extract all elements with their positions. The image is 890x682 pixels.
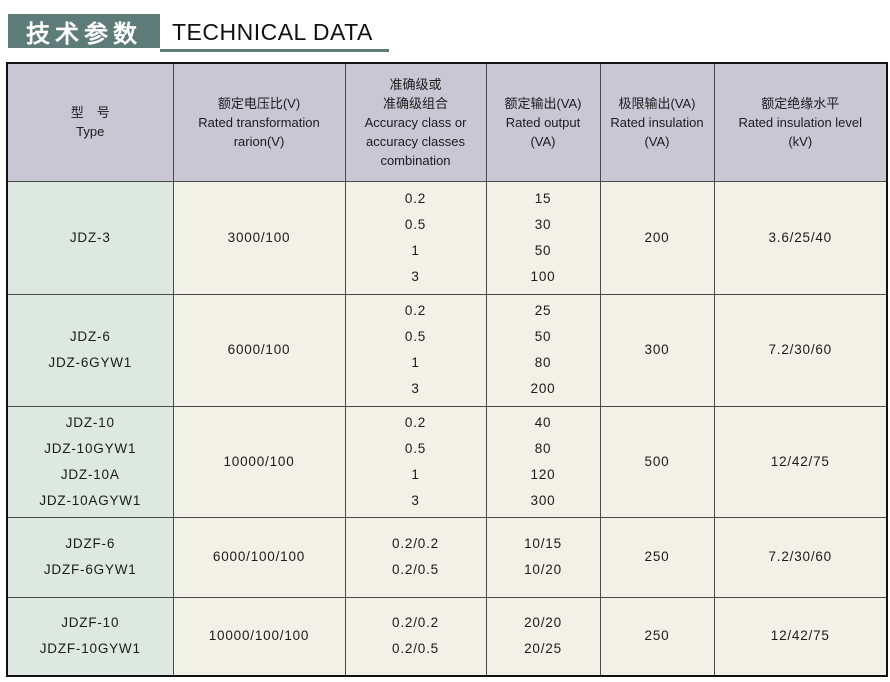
col-header-rated-output: 额定输出(VA) Rated output (VA) <box>485 62 601 182</box>
cell-rated-output: 15 30 50 100 <box>485 180 601 295</box>
table-header-row: 型 号 Type 额定电压比(V) Rated transformation r… <box>6 62 888 182</box>
col-header-accuracy-class: 准确级或 准确级组合 Accuracy class or accuracy cl… <box>344 62 487 182</box>
cell-voltage-ratio: 6000/100/100 <box>172 516 346 598</box>
technical-data-table: 型 号 Type 额定电压比(V) Rated transformation r… <box>6 62 888 677</box>
col-header-insulation-level: 额定绝缘水平 Rated insulation level (kV) <box>713 62 888 182</box>
cell-insulation-level: 3.6/25/40 <box>713 180 888 295</box>
cell-voltage-ratio: 10000/100/100 <box>172 596 346 677</box>
cell-voltage-ratio: 10000/100 <box>172 405 346 518</box>
cell-rated-output: 20/20 20/25 <box>485 596 601 677</box>
col-header-voltage-ratio: 额定电压比(V) Rated transformation rarion(V) <box>172 62 346 182</box>
table-row: JDZF-6 JDZF-6GYW1 6000/100/100 0.2/0.2 0… <box>6 516 888 598</box>
cell-voltage-ratio: 6000/100 <box>172 293 346 407</box>
cell-insulation-level: 12/42/75 <box>713 405 888 518</box>
cell-rated-output: 10/15 10/20 <box>485 516 601 598</box>
cell-limit-output: 500 <box>599 405 715 518</box>
cell-insulation-level: 7.2/30/60 <box>713 516 888 598</box>
cell-accuracy-class: 0.2/0.2 0.2/0.5 <box>344 596 487 677</box>
titlebar: 技术参数 TECHNICAL DATA <box>0 0 890 52</box>
section-title-en: TECHNICAL DATA <box>172 19 373 45</box>
cell-accuracy-class: 0.2 0.5 1 3 <box>344 180 487 295</box>
cell-insulation-level: 12/42/75 <box>713 596 888 677</box>
cell-accuracy-class: 0.2/0.2 0.2/0.5 <box>344 516 487 598</box>
cell-limit-output: 250 <box>599 516 715 598</box>
cell-type: JDZ-6 JDZ-6GYW1 <box>6 293 174 407</box>
col-header-limit-output: 极限输出(VA) Rated insulation (VA) <box>599 62 715 182</box>
cell-type: JDZ-10 JDZ-10GYW1 JDZ-10A JDZ-10AGYW1 <box>6 405 174 518</box>
cell-type: JDZF-6 JDZF-6GYW1 <box>6 516 174 598</box>
table-row: JDZ-6 JDZ-6GYW1 6000/100 0.2 0.5 1 3 25 … <box>6 293 888 407</box>
table-row: JDZ-3 3000/100 0.2 0.5 1 3 15 30 50 100 … <box>6 180 888 295</box>
cell-accuracy-class: 0.2 0.5 1 3 <box>344 405 487 518</box>
cell-type: JDZ-3 <box>6 180 174 295</box>
table-row: JDZ-10 JDZ-10GYW1 JDZ-10A JDZ-10AGYW1 10… <box>6 405 888 518</box>
section-title-banner: 技术参数 <box>8 14 160 48</box>
section-title-en-underline: TECHNICAL DATA <box>160 19 389 52</box>
section-title-cn: 技术参数 <box>26 20 142 48</box>
cell-limit-output: 250 <box>599 596 715 677</box>
cell-rated-output: 25 50 80 200 <box>485 293 601 407</box>
cell-rated-output: 40 80 120 300 <box>485 405 601 518</box>
cell-voltage-ratio: 3000/100 <box>172 180 346 295</box>
cell-accuracy-class: 0.2 0.5 1 3 <box>344 293 487 407</box>
table-row: JDZF-10 JDZF-10GYW1 10000/100/100 0.2/0.… <box>6 596 888 677</box>
cell-insulation-level: 7.2/30/60 <box>713 293 888 407</box>
cell-limit-output: 200 <box>599 180 715 295</box>
cell-type: JDZF-10 JDZF-10GYW1 <box>6 596 174 677</box>
cell-limit-output: 300 <box>599 293 715 407</box>
col-header-type: 型 号 Type <box>6 62 174 182</box>
